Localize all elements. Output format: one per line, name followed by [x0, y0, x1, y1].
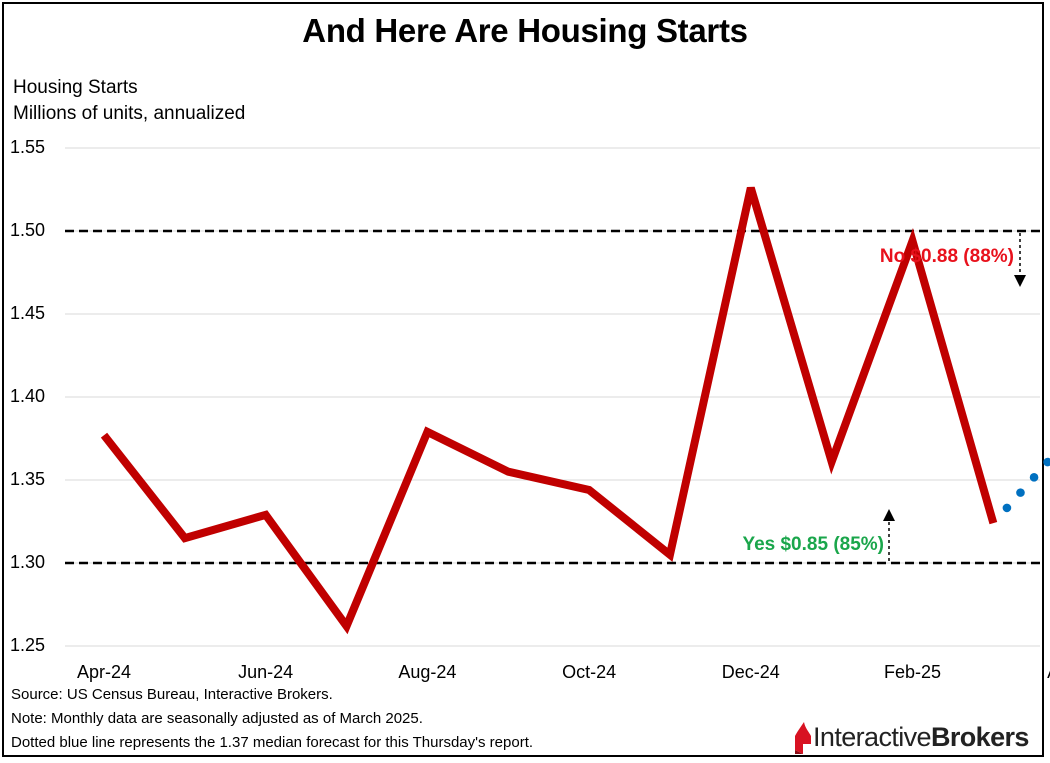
- interactive-brokers-logo: InteractiveBrokers: [791, 716, 1041, 756]
- y-tick-label: 1.30: [10, 552, 46, 572]
- y-tick-label: 1.40: [10, 386, 46, 406]
- y-tick-label: 1.55: [10, 137, 46, 157]
- forecast-dot: [1002, 503, 1012, 513]
- housing-starts-line: [100, 186, 998, 635]
- forecast-note: Dotted blue line represents the 1.37 med…: [11, 734, 534, 751]
- x-tick-label: Oct-24: [562, 662, 617, 682]
- y-tick-label: 1.50: [10, 220, 46, 240]
- ib-flame-logo-icon: [795, 722, 811, 754]
- y-tick-label: 1.45: [10, 303, 46, 323]
- forecast-dot: [1029, 473, 1039, 482]
- chart-title: And Here Are Housing Starts: [302, 12, 748, 49]
- x-tick-label: Apr-24: [76, 662, 132, 682]
- forecast-dot: [1043, 457, 1050, 467]
- seasonal-note: Note: Monthly data are seasonally adjust…: [11, 710, 423, 727]
- y-axis-label-line-2: Millions of units, annualized: [13, 103, 246, 124]
- logo-text-brokers: Brokers: [930, 722, 1029, 752]
- y-tick-label: 1.35: [10, 469, 46, 489]
- yes-annotation: Yes $0.85 (85%): [742, 534, 884, 555]
- y-axis-label-line-1: Housing Starts: [13, 77, 138, 98]
- x-tick-label: Feb-25: [883, 662, 942, 682]
- x-tick-label: Dec-24: [721, 662, 780, 682]
- x-tick-label: Jun-24: [238, 662, 294, 682]
- x-tick-label: Apr-25: [1029, 662, 1050, 683]
- forecast-dot: [1016, 488, 1025, 497]
- logo-text-interactive: Interactive: [813, 722, 932, 752]
- source-note: Source: US Census Bureau, Interactive Br…: [11, 686, 333, 703]
- x-tick-label: Aug-24: [398, 662, 457, 682]
- no-annotation: No $0.88 (88%): [880, 246, 1014, 267]
- y-tick-label: 1.25: [10, 635, 46, 655]
